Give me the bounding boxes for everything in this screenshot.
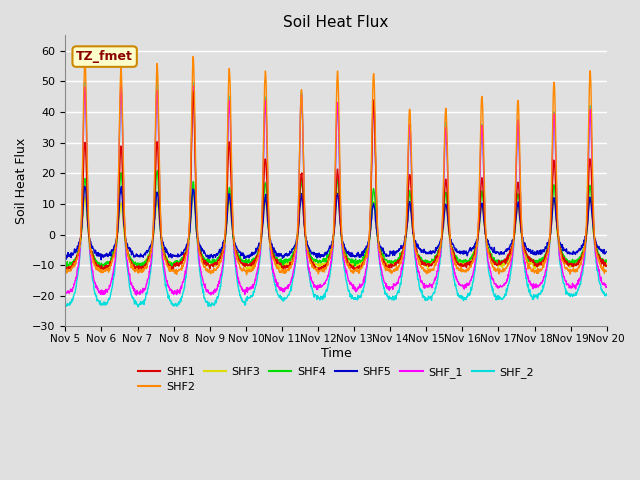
SHF_2 — [539, 287, 547, 293]
SHF3 — [182, 251, 190, 256]
SHF5 — [420, 247, 428, 253]
SHF3 — [61, 263, 69, 268]
SHF_2 — [602, 291, 610, 297]
SHF_2 — [153, 78, 161, 84]
SHF3 — [539, 260, 547, 265]
SHF3 — [420, 263, 428, 269]
Line: SHF5: SHF5 — [65, 186, 606, 260]
SHF4 — [154, 168, 161, 173]
SHF_2 — [243, 298, 251, 303]
SHF3 — [492, 261, 499, 267]
SHF1 — [182, 250, 189, 255]
SHF2 — [61, 272, 69, 277]
SHF_2 — [420, 294, 428, 300]
Line: SHF_2: SHF_2 — [65, 81, 606, 307]
SHF1 — [492, 262, 499, 268]
SHF4 — [420, 258, 428, 264]
SHF_1 — [602, 284, 610, 290]
SHF4 — [492, 258, 499, 264]
SHF3 — [63, 269, 71, 275]
SHF_1 — [243, 285, 251, 290]
SHF4 — [135, 265, 143, 271]
SHF2 — [539, 264, 547, 270]
Line: SHF1: SHF1 — [65, 91, 606, 271]
SHF2 — [420, 269, 428, 275]
Line: SHF3: SHF3 — [65, 192, 606, 272]
Line: SHF2: SHF2 — [65, 57, 606, 275]
SHF4 — [539, 255, 547, 261]
SHF3 — [333, 189, 341, 195]
SHF_2 — [182, 268, 190, 274]
SHF4 — [602, 259, 610, 265]
SHF2 — [492, 265, 499, 271]
SHF2 — [169, 267, 177, 273]
SHF_1 — [117, 80, 125, 86]
SHF3 — [602, 261, 610, 266]
SHF5 — [182, 242, 190, 248]
Text: TZ_fmet: TZ_fmet — [76, 50, 133, 63]
SHF_1 — [420, 281, 428, 287]
Line: SHF4: SHF4 — [65, 170, 606, 268]
SHF2 — [243, 272, 250, 278]
SHF4 — [61, 263, 69, 268]
SHF1 — [539, 261, 547, 267]
SHF1 — [602, 263, 610, 269]
SHF_2 — [492, 293, 499, 299]
SHF4 — [170, 262, 177, 267]
Legend: SHF1, SHF2, SHF3, SHF4, SHF5, SHF_1, SHF_2: SHF1, SHF2, SHF3, SHF4, SHF5, SHF_1, SHF… — [134, 362, 538, 396]
SHF_1 — [170, 289, 177, 295]
SHF2 — [602, 268, 610, 274]
SHF1 — [243, 263, 250, 268]
X-axis label: Time: Time — [321, 347, 351, 360]
SHF_1 — [182, 264, 190, 270]
SHF5 — [602, 249, 610, 254]
SHF2 — [243, 269, 251, 275]
SHF5 — [492, 250, 499, 255]
SHF_2 — [134, 304, 142, 310]
SHF4 — [243, 257, 251, 263]
SHF1 — [169, 265, 177, 271]
SHF_2 — [170, 301, 177, 307]
SHF_1 — [132, 292, 140, 298]
Y-axis label: Soil Heat Flux: Soil Heat Flux — [15, 138, 28, 224]
Title: Soil Heat Flux: Soil Heat Flux — [284, 15, 388, 30]
SHF5 — [81, 183, 88, 189]
SHF4 — [182, 245, 190, 251]
Line: SHF_1: SHF_1 — [65, 83, 606, 295]
SHF_2 — [61, 303, 69, 309]
SHF2 — [189, 54, 197, 60]
SHF5 — [539, 247, 547, 253]
SHF_1 — [539, 278, 547, 284]
SHF5 — [61, 252, 69, 258]
SHF1 — [420, 262, 428, 268]
SHF5 — [97, 257, 105, 263]
SHF3 — [169, 261, 177, 267]
SHF1 — [189, 88, 197, 94]
SHF3 — [243, 265, 250, 271]
SHF_1 — [61, 290, 69, 296]
SHF1 — [319, 268, 327, 274]
SHF2 — [182, 253, 189, 259]
SHF_1 — [492, 281, 499, 287]
SHF1 — [61, 263, 69, 269]
SHF5 — [243, 254, 251, 260]
SHF5 — [170, 252, 177, 258]
